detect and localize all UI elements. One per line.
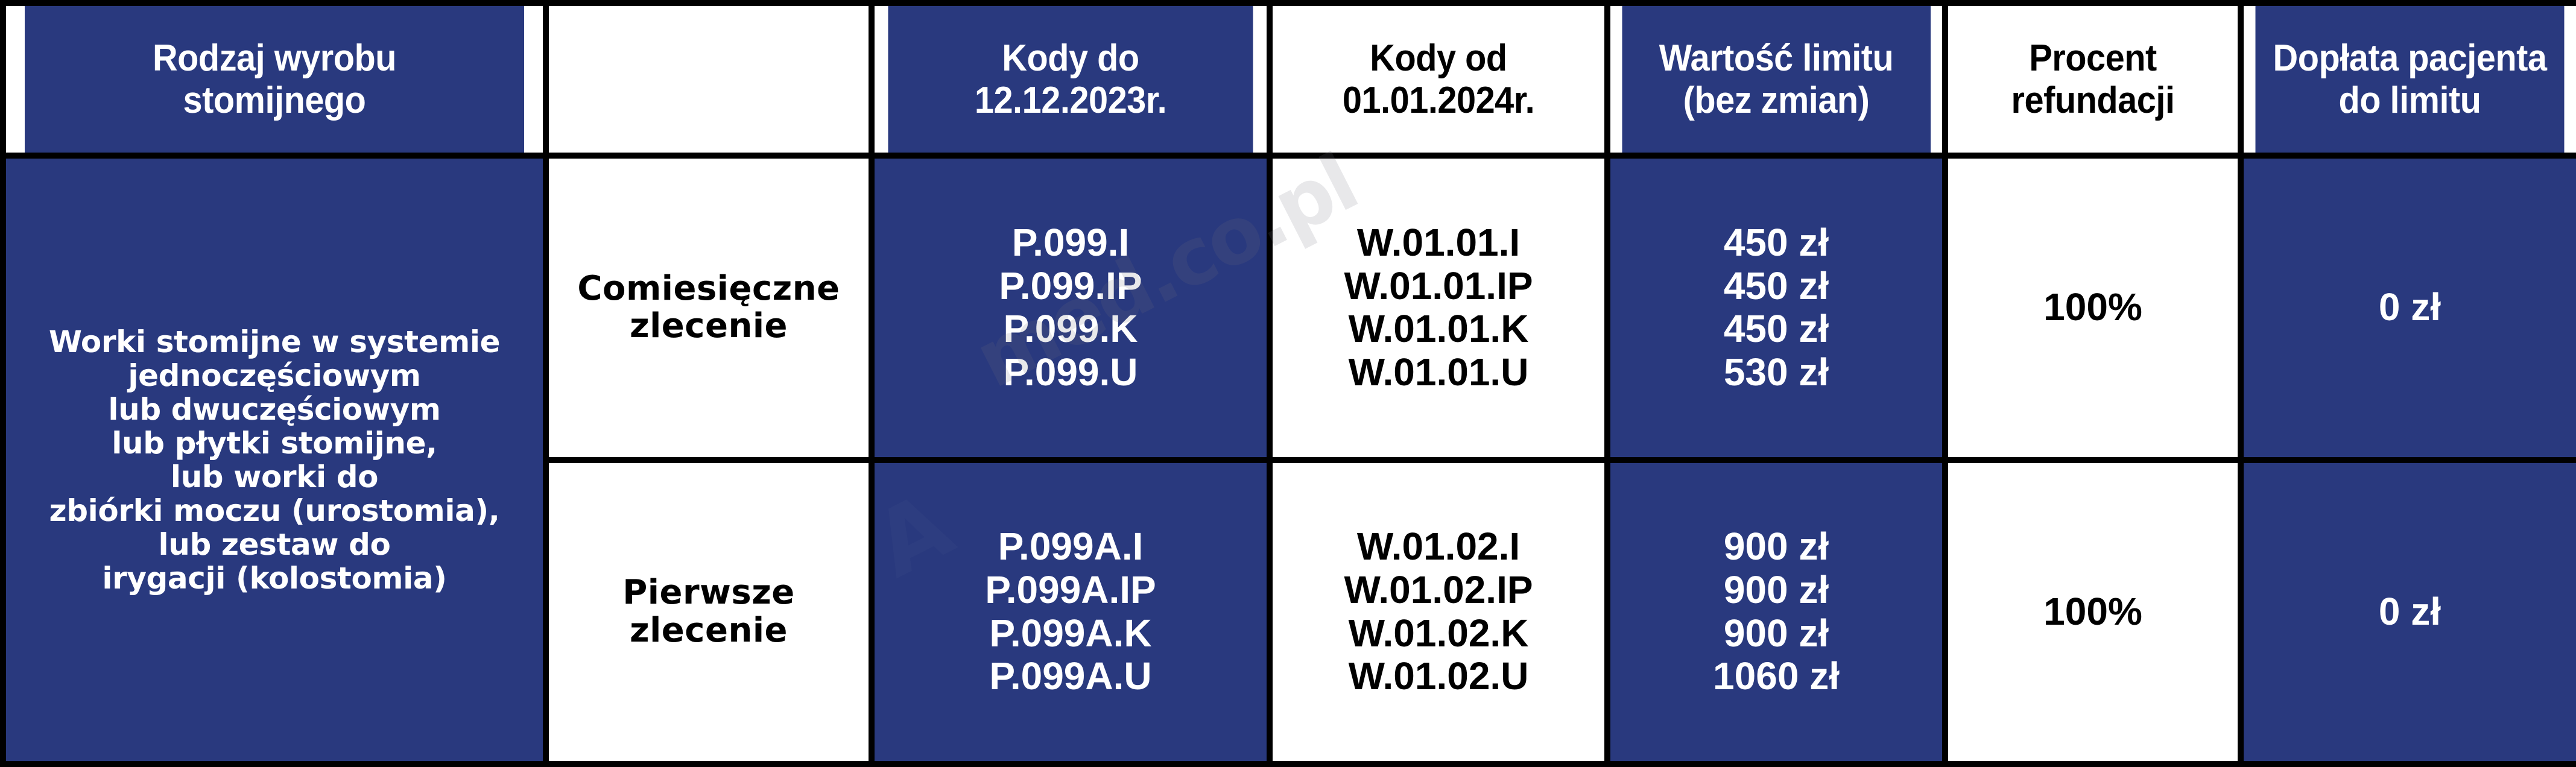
cell-refund-percent-row1: 100%: [1942, 153, 2244, 463]
header-patient-surcharge: Dopłata pacjenta do limitu: [2249, 0, 2571, 159]
header-order-type: [554, 0, 863, 159]
limit-value-line: 530 zł: [1723, 350, 1829, 394]
code-old-line: P.099A.U: [989, 654, 1152, 698]
product-description-line: lub zestaw do: [158, 526, 391, 562]
limit-value-line: 450 zł: [1723, 307, 1829, 351]
product-description-line: irygacji (kolostomia): [102, 560, 447, 596]
cell-codes-new-row1: W.01.01.I W.01.01.IP W.01.01.K W.01.01.U: [1267, 153, 1610, 463]
header-limit-value-line2: (bez zmian): [1683, 79, 1870, 121]
cell-limit-value-row1: 450 zł 450 zł 450 zł 530 zł: [1604, 153, 1948, 463]
header-refund-percent-line1: Procent: [2029, 37, 2157, 80]
header-codes-new: Kody od 01.01.2024r.: [1278, 0, 1599, 159]
cell-order-type-row1: Comiesięczne zlecenie: [543, 153, 875, 463]
header-patient-surcharge-line2: do limitu: [2338, 79, 2481, 121]
cell-patient-surcharge-row2: 0 zł: [2238, 456, 2576, 767]
code-old-line: P.099.K: [1003, 307, 1138, 351]
product-description-line: jednoczęściowym: [128, 358, 421, 393]
table-row: Worki stomijne w systemie jednoczęściowy…: [0, 153, 2576, 767]
header-refund-percent: Procent refundacji: [1952, 0, 2233, 159]
product-description-line: zbiórki moczu (urostomia),: [49, 493, 500, 528]
code-new-line: W.01.01.K: [1348, 307, 1529, 351]
code-new-line: W.01.01.I: [1356, 220, 1521, 264]
code-new-line: W.01.02.IP: [1344, 568, 1533, 612]
limit-value-line: 900 zł: [1723, 611, 1829, 655]
table-header-row: Rodzaj wyrobu stomijnego Kody do 12.12.2…: [3, 0, 2576, 159]
order-type-line: zlecenie: [630, 610, 788, 650]
order-type-line: Comiesięczne: [577, 268, 840, 308]
cell-product-description: Worki stomijne w systemie jednoczęściowy…: [0, 153, 549, 767]
product-description-line: Worki stomijne w systemie: [48, 324, 501, 359]
limit-value-line: 450 zł: [1723, 264, 1829, 308]
cell-refund-percent-row2: 100%: [1942, 456, 2244, 767]
code-old-line: P.099.U: [1003, 350, 1138, 394]
limit-value-line: 1060 zł: [1713, 654, 1840, 698]
cell-codes-old-row1: P.099.I P.099.IP P.099.K P.099.U: [869, 153, 1273, 463]
code-old-line: P.099A.IP: [985, 568, 1156, 612]
header-codes-new-line1: Kody od: [1370, 37, 1507, 80]
cell-codes-old-row2: P.099A.I P.099A.IP P.099A.K P.099A.U: [869, 456, 1273, 767]
header-codes-old-line2: 12.12.2023r.: [974, 79, 1167, 121]
header-product-type-line2: stomijnego: [183, 79, 366, 121]
cell-codes-new-row2: W.01.02.I W.01.02.IP W.01.02.K W.01.02.U: [1267, 456, 1610, 767]
product-description-line: lub dwuczęściowym: [108, 391, 441, 427]
order-type-line: zlecenie: [630, 306, 788, 346]
cell-limit-value-row2: 900 zł 900 zł 900 zł 1060 zł: [1604, 456, 1948, 767]
header-product-type-line1: Rodzaj wyrobu: [153, 37, 396, 80]
header-codes-old: Kody do 12.12.2023r.: [882, 0, 1259, 159]
code-new-line: W.01.01.IP: [1344, 264, 1533, 308]
code-new-line: W.01.02.K: [1348, 611, 1529, 655]
order-type-line: Pierwsze: [622, 573, 795, 613]
code-old-line: P.099.IP: [999, 264, 1142, 308]
header-refund-percent-line2: refundacji: [2011, 79, 2175, 121]
code-new-line: W.01.02.U: [1348, 654, 1529, 698]
product-description-line: lub płytki stomijne,: [112, 425, 437, 461]
cell-order-type-row2: Pierwsze zlecenie: [543, 456, 875, 767]
header-codes-new-line2: 01.01.2024r.: [1342, 79, 1535, 121]
product-description-line: lub worki do: [170, 459, 379, 494]
code-new-line: W.01.01.U: [1348, 350, 1529, 394]
header-limit-value-line1: Wartość limitu: [1659, 37, 1894, 80]
cell-patient-surcharge-row1: 0 zł: [2238, 153, 2576, 463]
code-old-line: P.099A.I: [998, 525, 1144, 569]
code-old-line: P.099A.K: [989, 611, 1152, 655]
header-codes-old-line1: Kody do: [1002, 37, 1139, 80]
limit-value-line: 900 zł: [1723, 568, 1829, 612]
table-row: Pierwsze zlecenie P.099A.I P.099A.IP P.0…: [3, 456, 2576, 767]
header-patient-surcharge-line1: Dopłata pacjenta: [2273, 37, 2547, 80]
header-limit-value: Wartość limitu (bez zmian): [1616, 0, 1937, 159]
limit-value-line: 450 zł: [1723, 220, 1829, 264]
code-new-line: W.01.02.I: [1356, 525, 1521, 569]
limit-value-line: 900 zł: [1723, 525, 1829, 569]
code-old-line: P.099.I: [1011, 220, 1130, 264]
header-product-type: Rodzaj wyrobu stomijnego: [19, 0, 530, 159]
